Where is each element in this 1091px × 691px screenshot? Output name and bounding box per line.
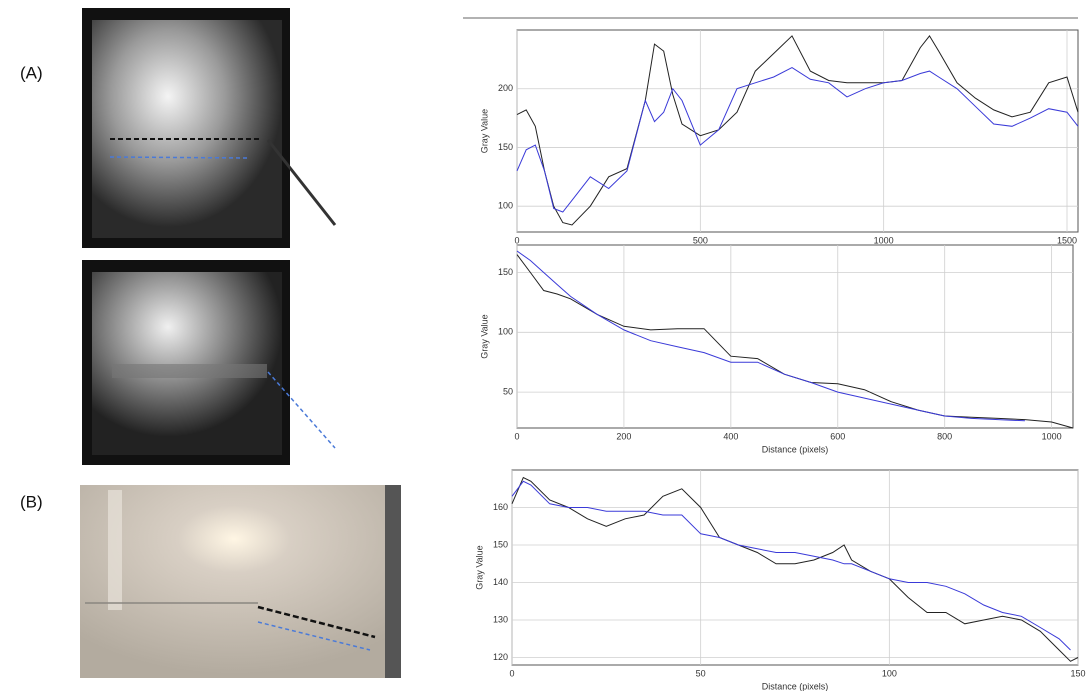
y-tick-label: 150 xyxy=(498,142,513,152)
y-tick-label: 120 xyxy=(493,652,508,662)
data-line xyxy=(511,480,1071,651)
data-line xyxy=(516,35,1079,226)
x-tick-label: 100 xyxy=(882,668,897,678)
data-line xyxy=(511,476,1079,662)
x-tick-label: 150 xyxy=(1070,668,1085,678)
x-tick-label: 50 xyxy=(696,668,706,678)
photo xyxy=(82,260,336,465)
y-tick-label: 130 xyxy=(493,614,508,624)
data-line xyxy=(516,67,1079,213)
photo xyxy=(82,8,337,248)
y-tick-label: 100 xyxy=(498,201,513,211)
x-tick-label: 1500 xyxy=(1057,235,1077,245)
y-axis-label: Gray Value xyxy=(474,545,484,589)
x-axis-label: Distance (pixels) xyxy=(762,444,829,454)
y-tick-label: 50 xyxy=(503,386,513,396)
y-axis-label: Gray Value xyxy=(479,109,489,153)
y-tick-label: 200 xyxy=(498,83,513,93)
plot-area xyxy=(511,469,1079,666)
x-tick-label: 1000 xyxy=(874,235,894,245)
data-line xyxy=(516,254,1074,429)
y-tick-label: 150 xyxy=(493,539,508,549)
x-tick-label: 0 xyxy=(509,668,514,678)
panel-label: (A) xyxy=(20,63,43,82)
x-tick-label: 200 xyxy=(616,431,631,441)
x-tick-label: 400 xyxy=(723,431,738,441)
y-tick-label: 150 xyxy=(498,267,513,277)
x-tick-label: 600 xyxy=(830,431,845,441)
x-tick-label: 800 xyxy=(937,431,952,441)
panel-label: (B) xyxy=(20,492,43,511)
photo xyxy=(80,485,401,678)
y-tick-label: 100 xyxy=(498,327,513,337)
x-tick-label: 1000 xyxy=(1042,431,1062,441)
y-axis-label: Gray Value xyxy=(479,314,489,358)
x-tick-label: 0 xyxy=(514,431,519,441)
x-tick-label: 500 xyxy=(693,235,708,245)
x-tick-label: 0 xyxy=(514,235,519,245)
y-tick-label: 160 xyxy=(493,502,508,512)
y-tick-label: 140 xyxy=(493,577,508,587)
data-line xyxy=(516,250,1025,422)
plot-area xyxy=(516,29,1079,233)
x-axis-label: Distance (pixels) xyxy=(762,681,829,691)
